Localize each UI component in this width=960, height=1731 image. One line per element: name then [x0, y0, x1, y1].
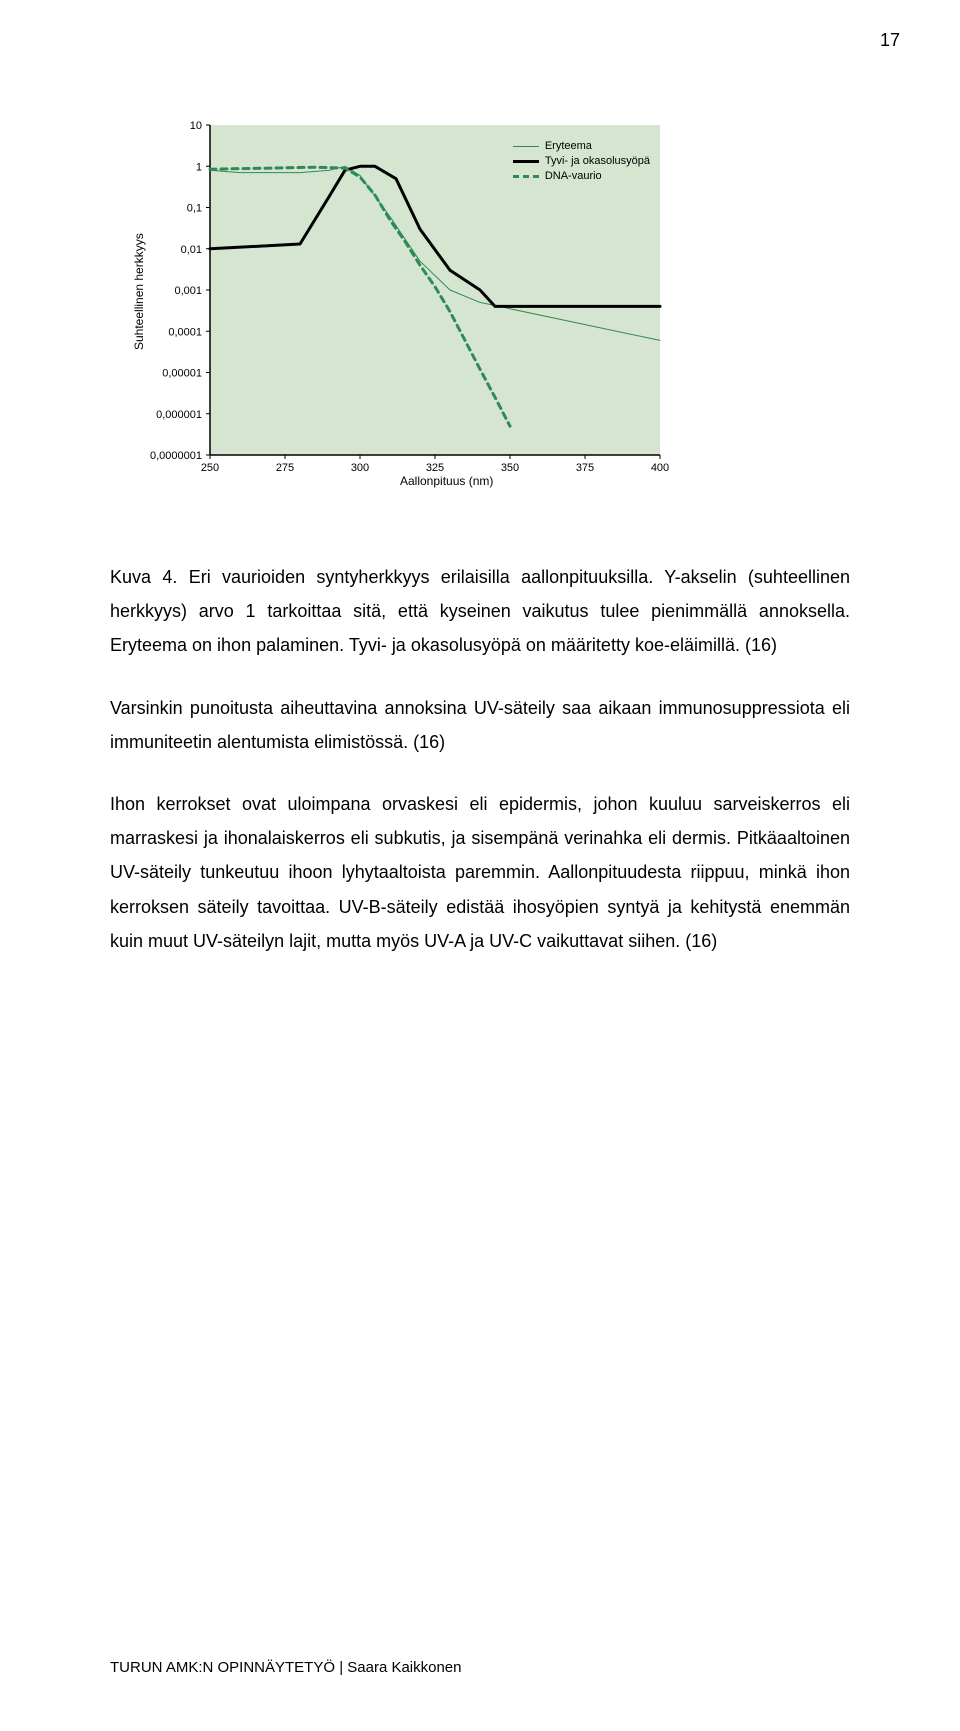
legend-label: DNA-vaurio [545, 170, 602, 182]
body-text: Kuva 4. Eri vaurioiden syntyherkkyys eri… [110, 560, 850, 958]
sensitivity-chart: 10 1 0,1 0,01 0,001 0,0001 0,00001 0,000001 0,00… [110, 110, 690, 530]
svg-text:400: 400 [651, 462, 669, 474]
svg-text:275: 275 [276, 462, 294, 474]
legend-label: Eryteema [545, 140, 592, 152]
figure-caption: Kuva 4. Eri vaurioiden syntyherkkyys eri… [110, 560, 850, 663]
chart-legend: Eryteema Tyvi- ja okasolusyöpä DNA-vaurio [513, 140, 650, 185]
legend-line-icon [513, 146, 539, 147]
paragraph-1: Varsinkin punoitusta aiheuttavina annoks… [110, 691, 850, 759]
svg-text:1: 1 [196, 161, 202, 173]
svg-text:300: 300 [351, 462, 369, 474]
legend-item: DNA-vaurio [513, 170, 650, 182]
page: 17 10 1 0,1 0,01 0,001 0,0001 0,00001 0,000001 0… [0, 0, 960, 1731]
svg-text:0,001: 0,001 [174, 285, 202, 297]
svg-text:375: 375 [576, 462, 594, 474]
svg-text:0,0000001: 0,0000001 [150, 450, 202, 462]
svg-text:0,1: 0,1 [187, 203, 202, 215]
y-axis-label: Suhteellinen herkkyys [132, 233, 146, 350]
paragraph-2: Ihon kerrokset ovat uloimpana orvaskesi … [110, 787, 850, 958]
svg-text:0,000001: 0,000001 [156, 409, 202, 421]
svg-text:325: 325 [426, 462, 444, 474]
svg-text:350: 350 [501, 462, 519, 474]
page-number: 17 [880, 30, 900, 51]
legend-line-icon [513, 175, 539, 178]
svg-text:0,01: 0,01 [181, 244, 202, 256]
footer: TURUN AMK:N OPINNÄYTETYÖ | Saara Kaikkon… [110, 1659, 462, 1676]
svg-text:250: 250 [201, 462, 219, 474]
chart-canvas: 10 1 0,1 0,01 0,001 0,0001 0,00001 0,000001 0,00… [120, 110, 680, 490]
legend-label: Tyvi- ja okasolusyöpä [545, 155, 650, 167]
legend-line-icon [513, 160, 539, 163]
x-axis-label: Aallonpituus (nm) [400, 474, 493, 488]
svg-text:10: 10 [190, 120, 202, 132]
legend-item: Tyvi- ja okasolusyöpä [513, 155, 650, 167]
svg-text:0,0001: 0,0001 [168, 326, 202, 338]
legend-item: Eryteema [513, 140, 650, 152]
svg-text:0,00001: 0,00001 [162, 368, 202, 380]
